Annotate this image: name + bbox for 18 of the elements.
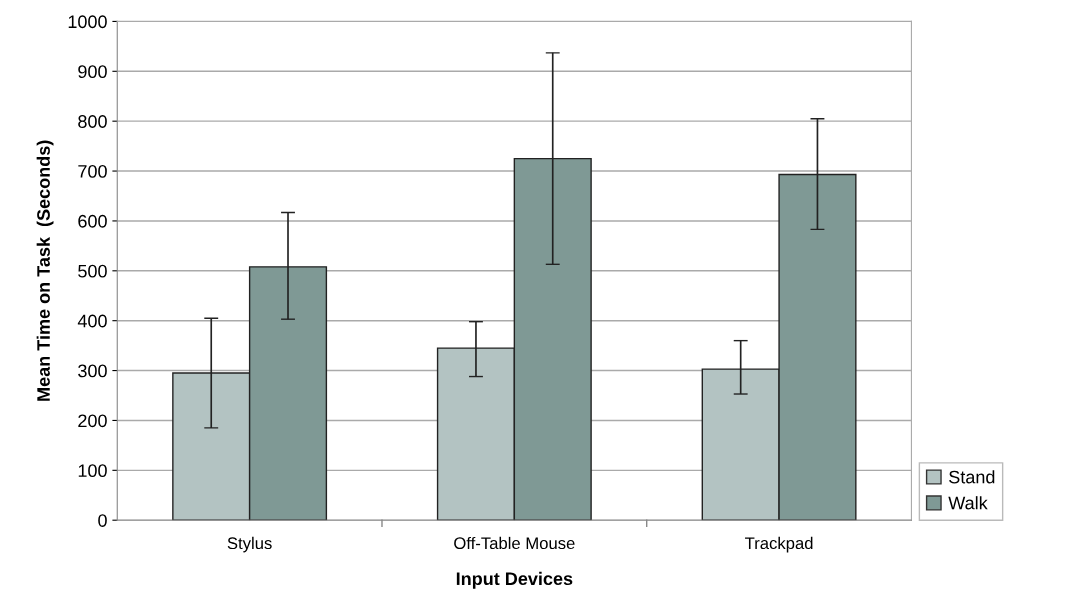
y-tick-label: 400 bbox=[77, 314, 107, 328]
x-tick-label: Stylus bbox=[227, 536, 272, 553]
legend-label: Walk bbox=[948, 496, 988, 510]
y-axis-title: Mean Time on Task (Seconds) bbox=[36, 140, 54, 401]
legend-label: Stand bbox=[949, 470, 995, 484]
y-tick-label: 800 bbox=[78, 115, 107, 128]
y-tick-label: 500 bbox=[78, 264, 107, 278]
y-tick-label: 700 bbox=[78, 164, 107, 178]
x-tick-label: Trackpad bbox=[745, 536, 813, 553]
y-tick-label: 900 bbox=[78, 65, 107, 79]
y-tick-label: 0 bbox=[98, 514, 107, 527]
y-tick-label: 200 bbox=[78, 414, 107, 428]
x-axis-title: Input Devices bbox=[456, 571, 573, 589]
y-tick-label: 100 bbox=[78, 464, 107, 478]
y-tick-label: 1000 bbox=[68, 15, 107, 29]
x-tick-label: Off-Table Mouse bbox=[454, 536, 575, 550]
y-tick-label: 600 bbox=[78, 214, 107, 228]
y-tick-label: 300 bbox=[78, 364, 107, 378]
